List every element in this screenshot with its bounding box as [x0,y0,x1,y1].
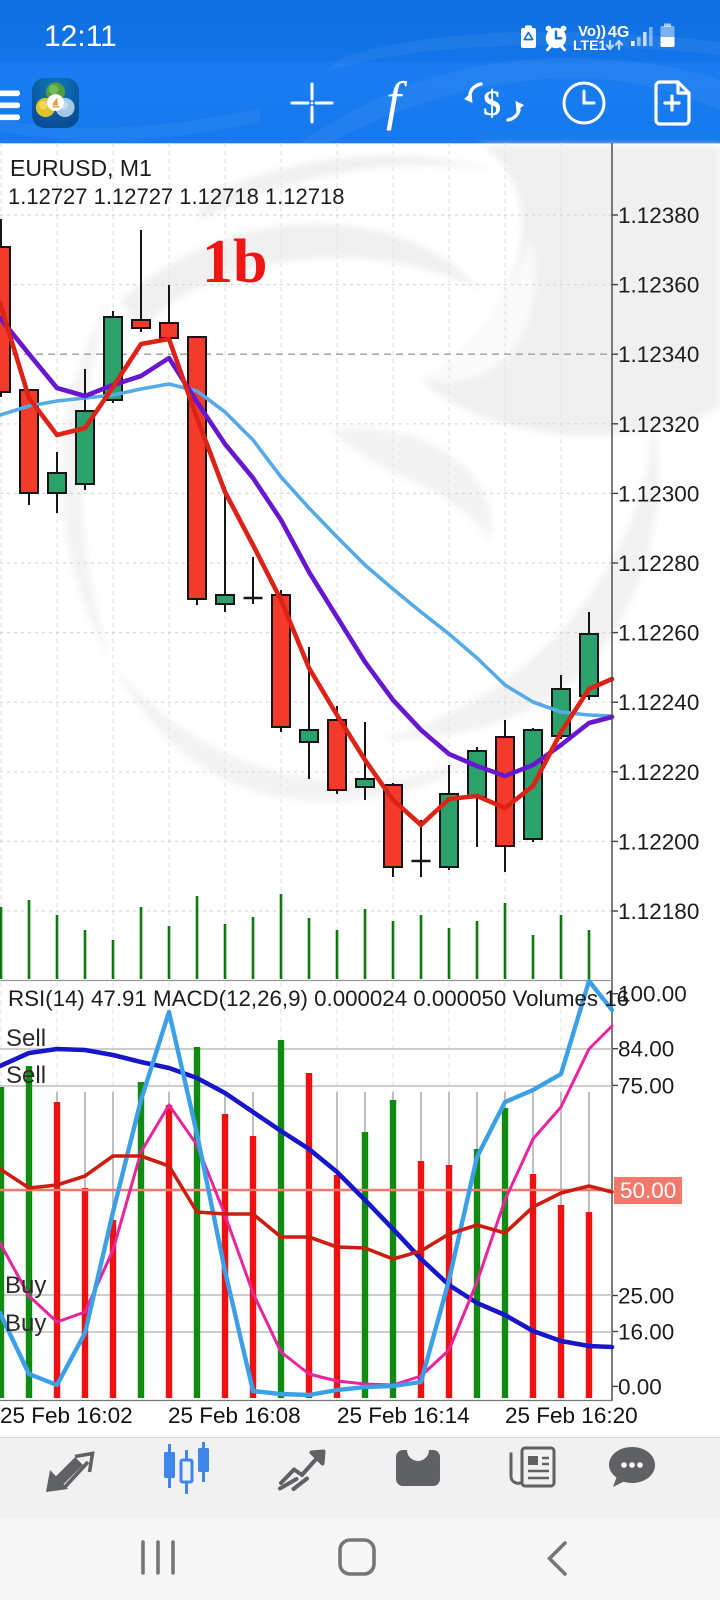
svg-text:1.12320: 1.12320 [618,412,699,437]
svg-text:25 Feb 16:08: 25 Feb 16:08 [168,1403,301,1428]
svg-text:1.12380: 1.12380 [618,203,699,228]
svg-text:25 Feb 16:14: 25 Feb 16:14 [337,1403,470,1428]
svg-text:4G: 4G [608,24,629,41]
svg-text:100.00: 100.00 [618,982,687,1007]
svg-text:1.12340: 1.12340 [618,342,699,367]
svg-text:Vo)): Vo)) [578,23,606,40]
svg-text:1.12180: 1.12180 [618,899,699,924]
svg-text:1.12260: 1.12260 [618,621,699,646]
svg-text:50.00: 50.00 [620,1178,676,1203]
svg-text:1.12220: 1.12220 [618,760,699,785]
svg-text:1b: 1b [202,228,267,296]
svg-text:Buy: Buy [5,1272,46,1299]
svg-text:1.12280: 1.12280 [618,551,699,576]
svg-text:12:11: 12:11 [44,20,117,53]
svg-text:75.00: 75.00 [618,1073,674,1098]
svg-text:1.12300: 1.12300 [618,481,699,506]
svg-text:LTE1: LTE1 [573,37,606,53]
svg-text:1.12200: 1.12200 [618,829,699,854]
svg-text:84.00: 84.00 [618,1037,674,1062]
svg-text:Sell: Sell [6,1062,46,1089]
svg-text:Sell: Sell [6,1025,46,1052]
svg-text:1.12360: 1.12360 [618,273,699,298]
svg-text:25 Feb 16:02: 25 Feb 16:02 [0,1403,133,1428]
svg-text:0.00: 0.00 [618,1374,662,1399]
svg-text:RSI(14) 47.91 MACD(12,26,9) 0.: RSI(14) 47.91 MACD(12,26,9) 0.000024 0.0… [8,986,629,1011]
svg-text:1.12240: 1.12240 [618,690,699,715]
svg-text:25 Feb 16:20: 25 Feb 16:20 [505,1403,638,1428]
svg-text:$: $ [483,83,501,123]
svg-text:1.12727 1.12727 1.12718 1.1271: 1.12727 1.12727 1.12718 1.12718 [8,184,344,209]
svg-text:Buy: Buy [5,1310,46,1337]
svg-text:25.00: 25.00 [618,1284,674,1309]
svg-text:EURUSD, M1: EURUSD, M1 [10,155,152,181]
svg-text:16.00: 16.00 [618,1320,674,1345]
